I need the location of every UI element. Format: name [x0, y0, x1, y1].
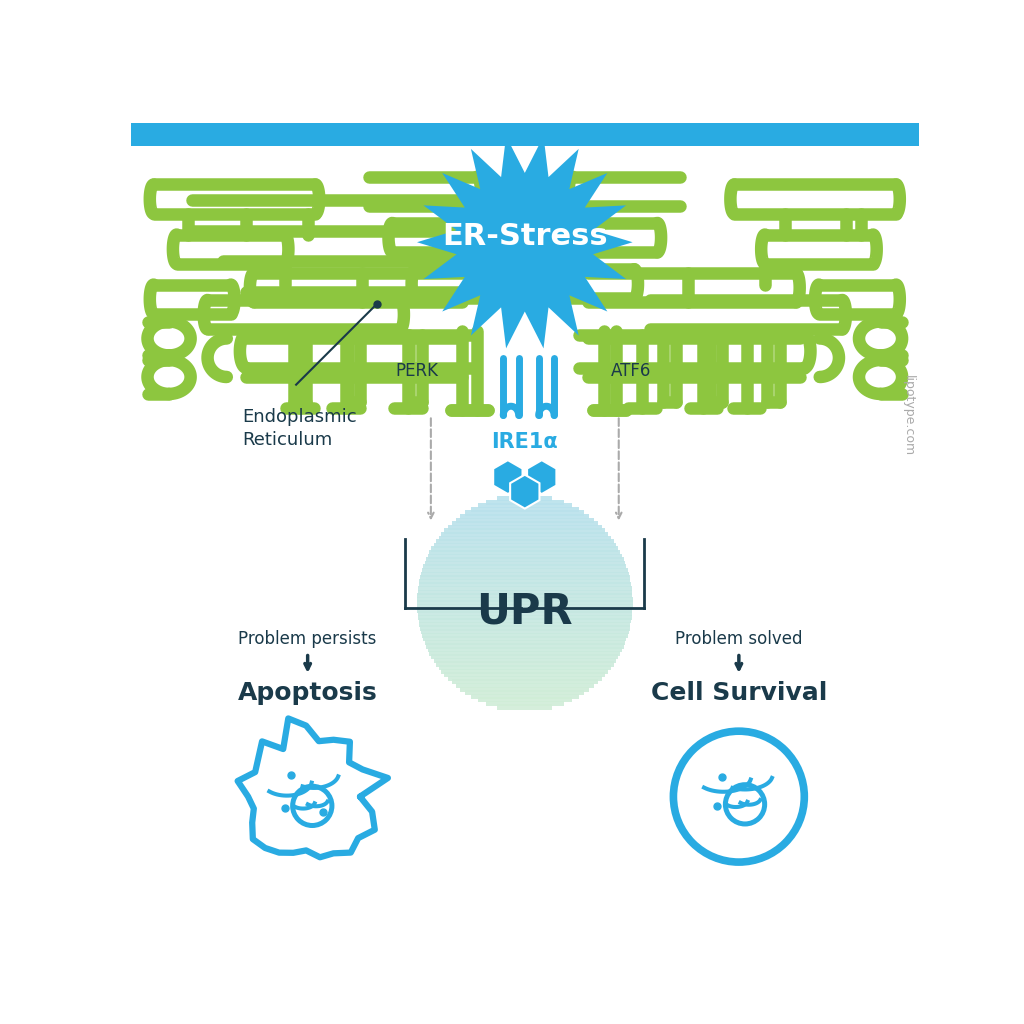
Bar — [417, 593, 633, 598]
Bar — [418, 590, 632, 595]
Text: Problem solved: Problem solved — [675, 630, 803, 648]
Polygon shape — [510, 475, 540, 509]
Polygon shape — [527, 460, 556, 494]
Bar — [421, 571, 629, 577]
Bar — [460, 514, 590, 519]
Bar — [438, 665, 611, 670]
Bar — [433, 657, 616, 663]
Bar — [131, 123, 920, 146]
Bar — [465, 510, 585, 515]
Bar — [419, 579, 631, 584]
Bar — [426, 557, 624, 562]
Text: Cell Survival: Cell Survival — [650, 681, 827, 705]
Text: ER-Stress: ER-Stress — [442, 222, 607, 251]
Bar — [421, 629, 629, 634]
Bar — [438, 536, 611, 541]
Bar — [436, 540, 613, 545]
Bar — [498, 496, 552, 501]
Bar — [456, 518, 594, 523]
Text: Endoplasmic
Reticulum: Endoplasmic Reticulum — [243, 408, 356, 450]
Bar — [425, 640, 625, 645]
Text: IRE1α: IRE1α — [492, 432, 558, 453]
Bar — [426, 643, 624, 648]
Bar — [419, 622, 631, 627]
Bar — [433, 543, 616, 548]
Text: UPR: UPR — [476, 591, 573, 633]
Bar — [452, 679, 598, 684]
Bar — [417, 607, 633, 612]
Text: ATF6: ATF6 — [611, 361, 651, 380]
Bar — [460, 686, 590, 691]
Bar — [478, 503, 571, 508]
Bar — [429, 650, 621, 655]
Bar — [441, 669, 608, 674]
Bar — [422, 568, 628, 573]
Bar — [420, 626, 630, 631]
Bar — [423, 564, 627, 569]
Bar — [417, 597, 633, 602]
Bar — [471, 693, 579, 698]
Bar — [486, 500, 563, 505]
Bar — [417, 604, 633, 609]
Bar — [486, 700, 563, 706]
Polygon shape — [494, 460, 522, 494]
Bar — [418, 614, 632, 620]
Bar — [429, 550, 621, 555]
Bar — [447, 525, 602, 530]
Bar — [418, 586, 632, 591]
Bar — [428, 554, 622, 559]
Text: Apoptosis: Apoptosis — [238, 681, 378, 705]
Bar — [465, 690, 585, 695]
Bar — [431, 547, 618, 552]
Bar — [444, 528, 605, 534]
Bar — [498, 705, 552, 710]
Text: PERK: PERK — [395, 361, 438, 380]
Bar — [423, 636, 627, 641]
Bar — [418, 611, 632, 616]
Bar — [444, 672, 605, 677]
Bar — [131, 123, 920, 146]
Bar — [452, 521, 598, 526]
Text: Problem persists: Problem persists — [239, 630, 377, 648]
Bar — [447, 676, 602, 681]
Bar — [428, 647, 622, 652]
Bar — [478, 697, 571, 702]
Bar — [471, 507, 579, 512]
Text: lipotype.com: lipotype.com — [902, 375, 914, 456]
Bar — [419, 583, 631, 588]
Bar — [417, 600, 633, 605]
Bar — [419, 618, 631, 624]
Bar — [436, 662, 613, 667]
Bar — [441, 532, 608, 538]
Bar — [422, 633, 628, 638]
Bar — [456, 683, 594, 688]
Polygon shape — [417, 136, 633, 348]
Bar — [431, 654, 618, 659]
Bar — [425, 561, 625, 566]
Bar — [420, 575, 630, 581]
